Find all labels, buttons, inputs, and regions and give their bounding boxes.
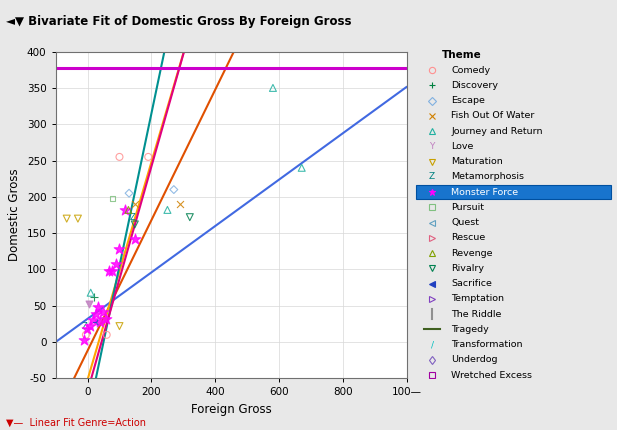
Text: Comedy: Comedy	[452, 66, 491, 75]
X-axis label: Foreign Gross: Foreign Gross	[191, 403, 271, 416]
Point	[114, 236, 124, 243]
Point	[130, 236, 140, 243]
Point	[114, 246, 124, 252]
Text: Theme: Theme	[442, 50, 481, 60]
Text: Escape: Escape	[452, 96, 486, 105]
Point	[85, 322, 95, 329]
Point	[296, 163, 306, 170]
Point	[297, 164, 307, 171]
Text: Y: Y	[429, 142, 435, 151]
Point	[143, 154, 153, 160]
Point	[91, 318, 101, 325]
Point	[81, 332, 91, 338]
Point	[73, 215, 83, 222]
Point	[169, 186, 179, 193]
Text: Quest: Quest	[452, 218, 479, 227]
Point	[120, 206, 130, 213]
Text: Transformation: Transformation	[452, 340, 523, 349]
Text: Wretched Excess: Wretched Excess	[452, 371, 532, 380]
Text: Revenge: Revenge	[452, 249, 493, 258]
Text: Discovery: Discovery	[452, 81, 499, 90]
Point	[115, 322, 125, 329]
Point	[98, 308, 108, 315]
Point	[162, 206, 172, 213]
Text: Monster Force: Monster Force	[452, 187, 518, 197]
FancyBboxPatch shape	[416, 185, 611, 200]
Point	[84, 301, 94, 308]
Text: Z: Z	[81, 322, 87, 331]
Text: Fish Out Of Water: Fish Out Of Water	[452, 111, 535, 120]
Point	[102, 332, 112, 338]
Point	[82, 326, 92, 332]
Point	[101, 316, 111, 322]
Point	[130, 221, 140, 228]
Text: Rivalry: Rivalry	[452, 264, 484, 273]
Point	[107, 206, 117, 213]
Text: Journey and Return: Journey and Return	[452, 126, 543, 135]
Point	[62, 215, 72, 222]
Point	[107, 267, 117, 274]
Point	[85, 289, 95, 296]
Point	[104, 267, 114, 274]
Point	[80, 336, 89, 343]
Text: Z: Z	[130, 213, 135, 222]
Text: Temptation: Temptation	[452, 295, 505, 304]
Point	[107, 195, 117, 202]
Point	[124, 190, 134, 197]
Point	[95, 318, 105, 325]
Text: Pursuit: Pursuit	[452, 203, 484, 212]
Text: Maturation: Maturation	[452, 157, 503, 166]
Y-axis label: Domestic Gross: Domestic Gross	[8, 169, 21, 261]
Point	[115, 154, 125, 160]
Point	[110, 260, 120, 267]
Text: Underdog: Underdog	[452, 355, 498, 364]
Text: ▼—  Linear Fit Genre=Action: ▼— Linear Fit Genre=Action	[6, 418, 146, 428]
Point	[175, 201, 185, 208]
Text: Rescue: Rescue	[452, 233, 486, 243]
Point	[88, 317, 98, 324]
Point	[93, 304, 103, 310]
Point	[185, 214, 195, 221]
Point	[268, 84, 278, 91]
Text: /: /	[431, 340, 434, 349]
Text: Love: Love	[452, 142, 474, 151]
Point	[91, 311, 101, 318]
Point	[131, 201, 141, 208]
Point	[123, 206, 133, 213]
Text: ◄▼ Bivariate Fit of Domestic Gross By Foreign Gross: ◄▼ Bivariate Fit of Domestic Gross By Fo…	[6, 15, 352, 28]
Text: Tragedy: Tragedy	[452, 325, 489, 334]
Text: Metamorphosis: Metamorphosis	[452, 172, 524, 181]
Text: The Riddle: The Riddle	[452, 310, 502, 319]
Text: Sacrifice: Sacrifice	[452, 279, 492, 288]
Point	[86, 289, 96, 296]
Point	[99, 318, 109, 325]
Point	[89, 294, 99, 301]
Point	[271, 86, 281, 93]
Text: Z: Z	[429, 172, 435, 181]
